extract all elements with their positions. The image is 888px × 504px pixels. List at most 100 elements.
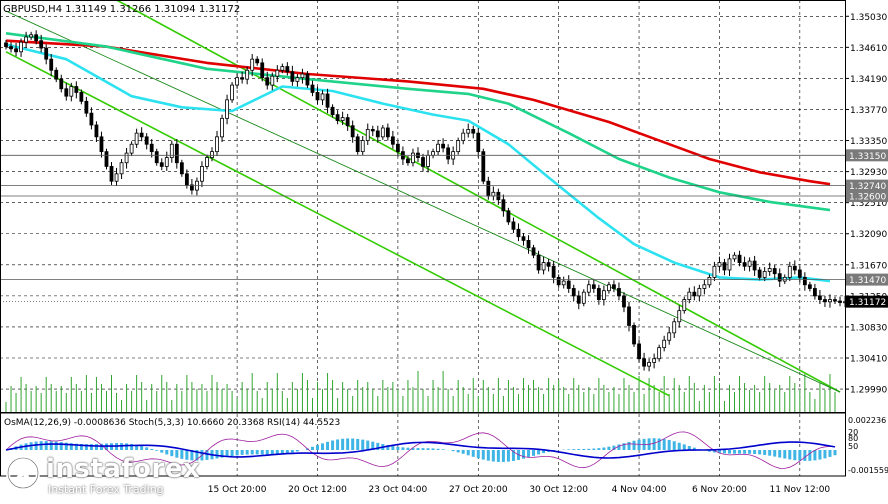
osma-bar	[778, 450, 781, 458]
candle-body	[562, 281, 565, 285]
osma-bar	[316, 445, 319, 450]
candle-body	[346, 118, 349, 126]
candle-body	[60, 79, 63, 89]
candle-body	[326, 94, 329, 107]
candle-body	[507, 211, 510, 222]
osma-bar	[356, 439, 359, 450]
candle-body	[231, 85, 234, 100]
candle-body	[798, 270, 801, 277]
osma-bar	[432, 448, 435, 450]
candle-body	[718, 263, 721, 267]
candle-body	[472, 129, 475, 133]
candle-body	[351, 126, 354, 137]
candle-body	[301, 74, 304, 78]
candle-body	[65, 89, 68, 96]
osma-bar	[658, 438, 661, 450]
osma-bar	[497, 450, 500, 462]
osma-bar	[427, 448, 430, 450]
candle-body	[90, 113, 93, 125]
osma-bar	[522, 450, 525, 459]
instaforex-logo: instaforex Instant Forex Trading	[4, 452, 182, 498]
candle-body	[763, 271, 766, 277]
candle-body	[251, 59, 254, 70]
osma-bar	[442, 449, 445, 450]
candle-body	[25, 37, 28, 42]
osma-bar	[351, 439, 354, 450]
osma-bar	[828, 450, 831, 457]
candle-body	[160, 163, 163, 167]
candle-body	[396, 144, 399, 151]
candle-body	[200, 166, 203, 181]
osma-bar	[577, 449, 580, 450]
osma-bar	[452, 450, 455, 451]
candle-body	[643, 359, 646, 366]
osma-bar	[582, 449, 585, 450]
osma-bar	[467, 450, 470, 455]
candle-body	[648, 362, 651, 366]
osma-bar	[653, 438, 656, 450]
level-label: 1.31470	[849, 276, 886, 286]
osma-bar	[416, 448, 419, 450]
osma-bar	[477, 450, 480, 458]
candle-body	[135, 133, 138, 144]
candle-body	[532, 248, 535, 255]
trend-channel-line[interactable]	[6, 52, 669, 396]
candle-body	[311, 85, 314, 92]
moving-average-line	[6, 33, 830, 210]
candle-body	[291, 72, 294, 82]
osma-bar	[823, 450, 826, 458]
candle-body	[612, 285, 615, 289]
candle-body	[296, 78, 299, 82]
candle-body	[95, 125, 98, 137]
osma-bar	[216, 450, 219, 459]
osma-bar	[231, 450, 234, 456]
candle-body	[145, 137, 148, 144]
candle-body	[341, 118, 344, 121]
osma-bar	[60, 442, 63, 450]
candle-body	[50, 59, 53, 70]
osma-bar	[391, 446, 394, 450]
candle-body	[572, 288, 575, 295]
candle-body	[221, 118, 224, 136]
osma-bar	[537, 450, 540, 454]
candle-body	[788, 266, 791, 277]
osma-bar	[763, 450, 766, 455]
y-tick-label: 1.32930	[850, 168, 887, 178]
osma-bar	[140, 446, 143, 450]
y-tick-label: 1.34190	[850, 75, 887, 85]
trend-channel-line[interactable]	[6, 11, 840, 392]
sub-axis-tick: 0.002236	[848, 416, 886, 425]
osma-bar	[326, 442, 329, 450]
x-tick-label: 23 Oct 04:00	[369, 485, 428, 495]
osma-bar	[266, 450, 269, 455]
osma-bar	[236, 450, 239, 455]
osma-bar	[437, 449, 440, 450]
candle-body	[115, 174, 118, 181]
osma-bar	[673, 441, 676, 450]
candle-body	[527, 240, 530, 247]
osma-bar	[366, 441, 369, 450]
osma-bar	[602, 448, 605, 450]
x-tick-label: 6 Nov 20:00	[692, 485, 747, 495]
osma-bar	[321, 443, 324, 450]
osma-bar	[527, 450, 530, 457]
osma-bar	[803, 450, 806, 461]
osma-bar	[773, 450, 776, 457]
candle-body	[653, 359, 656, 363]
osma-bar	[798, 450, 801, 461]
candle-body	[150, 144, 153, 151]
candle-body	[236, 78, 239, 85]
osma-bar	[246, 450, 249, 455]
candle-body	[140, 133, 143, 137]
candle-body	[256, 59, 259, 63]
osma-bar	[261, 450, 264, 454]
candle-body	[748, 261, 751, 266]
osma-bar	[638, 440, 641, 450]
candle-body	[281, 67, 284, 71]
candle-body	[120, 163, 123, 174]
osma-bar	[728, 450, 731, 454]
sub-axis-tick: -0.001559	[848, 466, 888, 475]
candle-body	[602, 291, 605, 300]
x-tick-label: 15 Oct 20:00	[208, 485, 267, 495]
